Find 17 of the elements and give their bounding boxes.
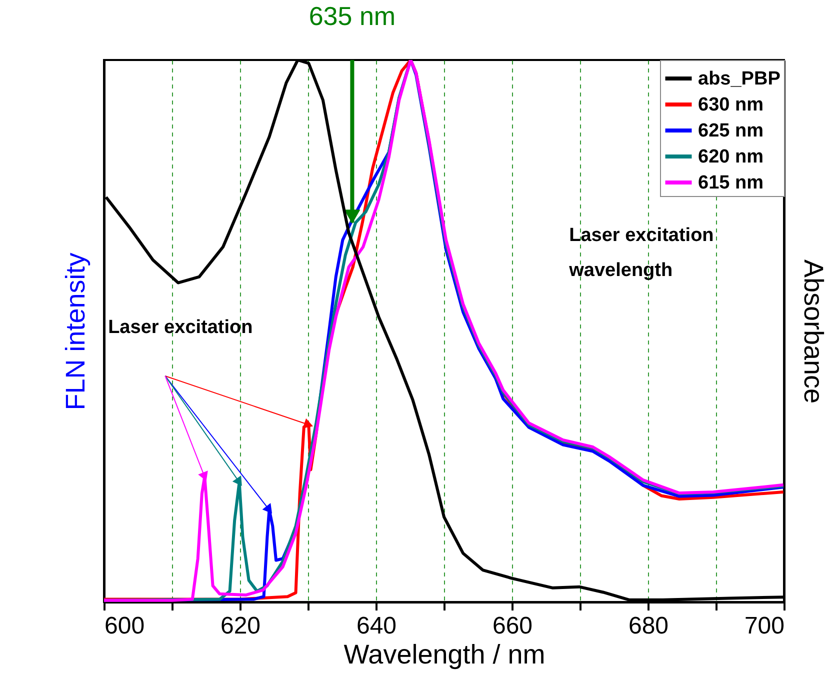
x-tick-label: 600 xyxy=(104,612,145,640)
x-tick-label: 640 xyxy=(356,612,397,640)
legend-label: 625 nm xyxy=(698,120,764,142)
legend-label: abs_PBP xyxy=(698,68,781,90)
y2-axis-title: Absorbance xyxy=(798,259,828,404)
annotation: 635 nm xyxy=(308,1,396,31)
legend-label: 615 nm xyxy=(698,172,764,194)
x-tick-label: 620 xyxy=(220,612,261,640)
x-tick-label: 680 xyxy=(628,612,669,640)
x-tick-label: 660 xyxy=(492,612,533,640)
legend-label: 630 nm xyxy=(698,94,764,116)
legend-label: 620 nm xyxy=(698,146,764,168)
x-tick-label: 700 xyxy=(744,612,784,640)
y-axis-title: FLN intensity xyxy=(60,252,90,410)
x-axis-title: Wavelength / nm xyxy=(344,640,546,670)
annotation: Laser excitation wavelength xyxy=(568,225,714,281)
annotation: Laser excitation xyxy=(108,317,253,338)
